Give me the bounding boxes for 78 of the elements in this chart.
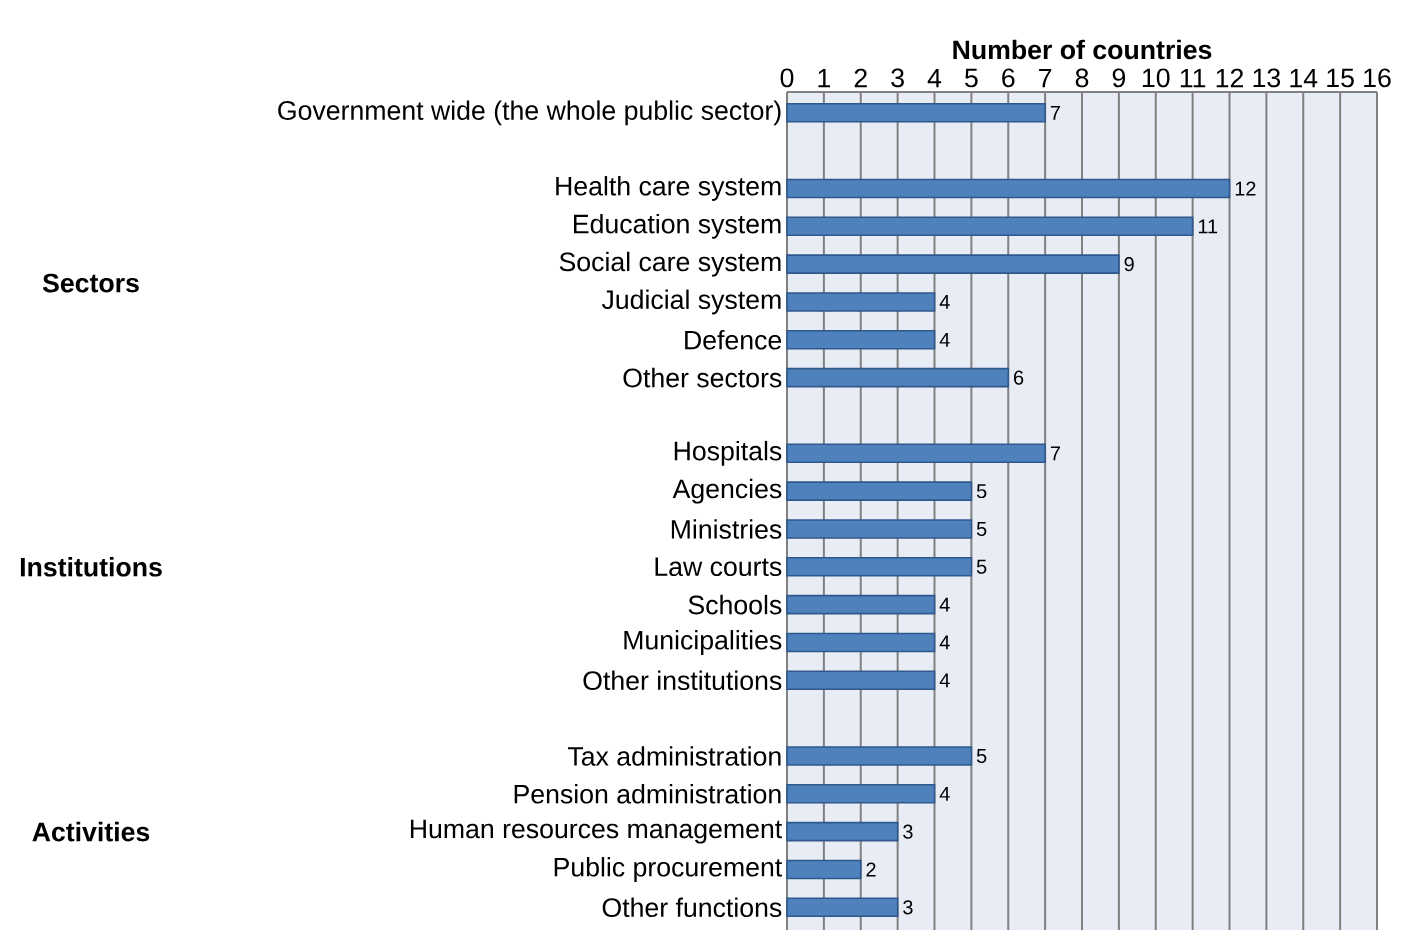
bar [786, 216, 1194, 237]
y-tick-label: Human resources management [410, 819, 783, 844]
bar [786, 292, 936, 312]
y-tick-label: Public procurement [554, 857, 783, 882]
x-tick-label: 7 [1039, 68, 1052, 88]
data-label: 4 [939, 332, 950, 347]
y-tick-label: Municipalities [624, 630, 782, 655]
data-label: 5 [976, 749, 987, 763]
x-tick-label: 11 [1180, 68, 1206, 88]
y-tick-label: Other functions [602, 897, 782, 918]
bar [786, 859, 862, 880]
x-tick-label: 8 [1075, 68, 1089, 88]
x-tick-label: 5 [965, 68, 978, 88]
x-tick-label: 4 [927, 68, 942, 88]
bar [786, 330, 936, 350]
data-label: 2 [866, 862, 876, 877]
text: Activities [32, 821, 150, 842]
x-tick-label: 2 [854, 68, 867, 88]
data-label: 6 [1013, 370, 1024, 385]
y-tick-label: Social care system [559, 251, 781, 277]
y-tick-label: Hospitals [674, 440, 782, 466]
bar [786, 632, 936, 653]
bar [786, 367, 1010, 388]
y-tick-label: Tax administration [567, 746, 781, 766]
data-label: 3 [903, 900, 913, 915]
x-tick-label: 12 [1216, 68, 1243, 88]
x-tick-label: 9 [1112, 68, 1126, 88]
data-label: 12 [1235, 181, 1256, 196]
y-tick-label: Pension administration [514, 784, 781, 804]
data-label: 4 [939, 673, 950, 688]
x-tick-label: 0 [780, 68, 794, 88]
bar [786, 670, 936, 691]
bar [786, 557, 973, 577]
data-label: 7 [1050, 105, 1060, 120]
y-tick-label: Education system [574, 213, 781, 239]
data-label: 5 [976, 522, 987, 536]
bar [786, 178, 1231, 199]
y-tick-label: Law courts [655, 557, 782, 577]
y-tick-label: Government wide (the whole public sector) [278, 100, 781, 126]
data-label: 4 [939, 635, 950, 650]
data-label: 9 [1124, 257, 1134, 272]
data-label: 7 [1050, 446, 1060, 461]
data-label: 4 [939, 295, 950, 309]
x-tick-label: 10 [1142, 68, 1170, 88]
y-tick-label: Agencies [672, 478, 782, 504]
text: Sectors [42, 273, 139, 293]
y-tick-label: Ministries [671, 519, 782, 539]
bar [786, 594, 936, 615]
data-label: 4 [939, 597, 950, 612]
x-tick-label: 13 [1253, 68, 1281, 88]
bar [786, 443, 1046, 464]
x-tick-label: 14 [1290, 68, 1318, 88]
x-axis-title: Number of countries [953, 39, 1212, 60]
y-tick-label: Health care system [556, 176, 781, 201]
x-tick-label: 6 [1002, 68, 1015, 88]
x-tick-label: 3 [891, 68, 904, 88]
data-label: 5 [976, 484, 987, 499]
x-tick-label: 16 [1364, 68, 1391, 88]
data-label: 3 [903, 824, 913, 839]
bar [786, 481, 973, 501]
y-tick-label: Defence [685, 330, 782, 350]
text: Institutions [20, 557, 162, 577]
y-tick-label: Schools [688, 594, 782, 615]
y-tick-label: Other institutions [583, 670, 782, 691]
data-label: 4 [939, 786, 950, 801]
data-label: 11 [1198, 219, 1218, 234]
data-label: 5 [976, 559, 987, 574]
y-tick-label: Other sectors [623, 367, 782, 388]
bar [786, 254, 1120, 274]
bar [786, 897, 899, 918]
bar [786, 784, 936, 804]
bar [786, 519, 973, 539]
bar [786, 821, 899, 842]
x-tick-label: 15 [1327, 68, 1354, 88]
y-tick-label: Judicial system [601, 289, 781, 315]
bar [786, 103, 1046, 123]
x-tick-label: 1 [818, 68, 830, 88]
bar [786, 746, 973, 766]
